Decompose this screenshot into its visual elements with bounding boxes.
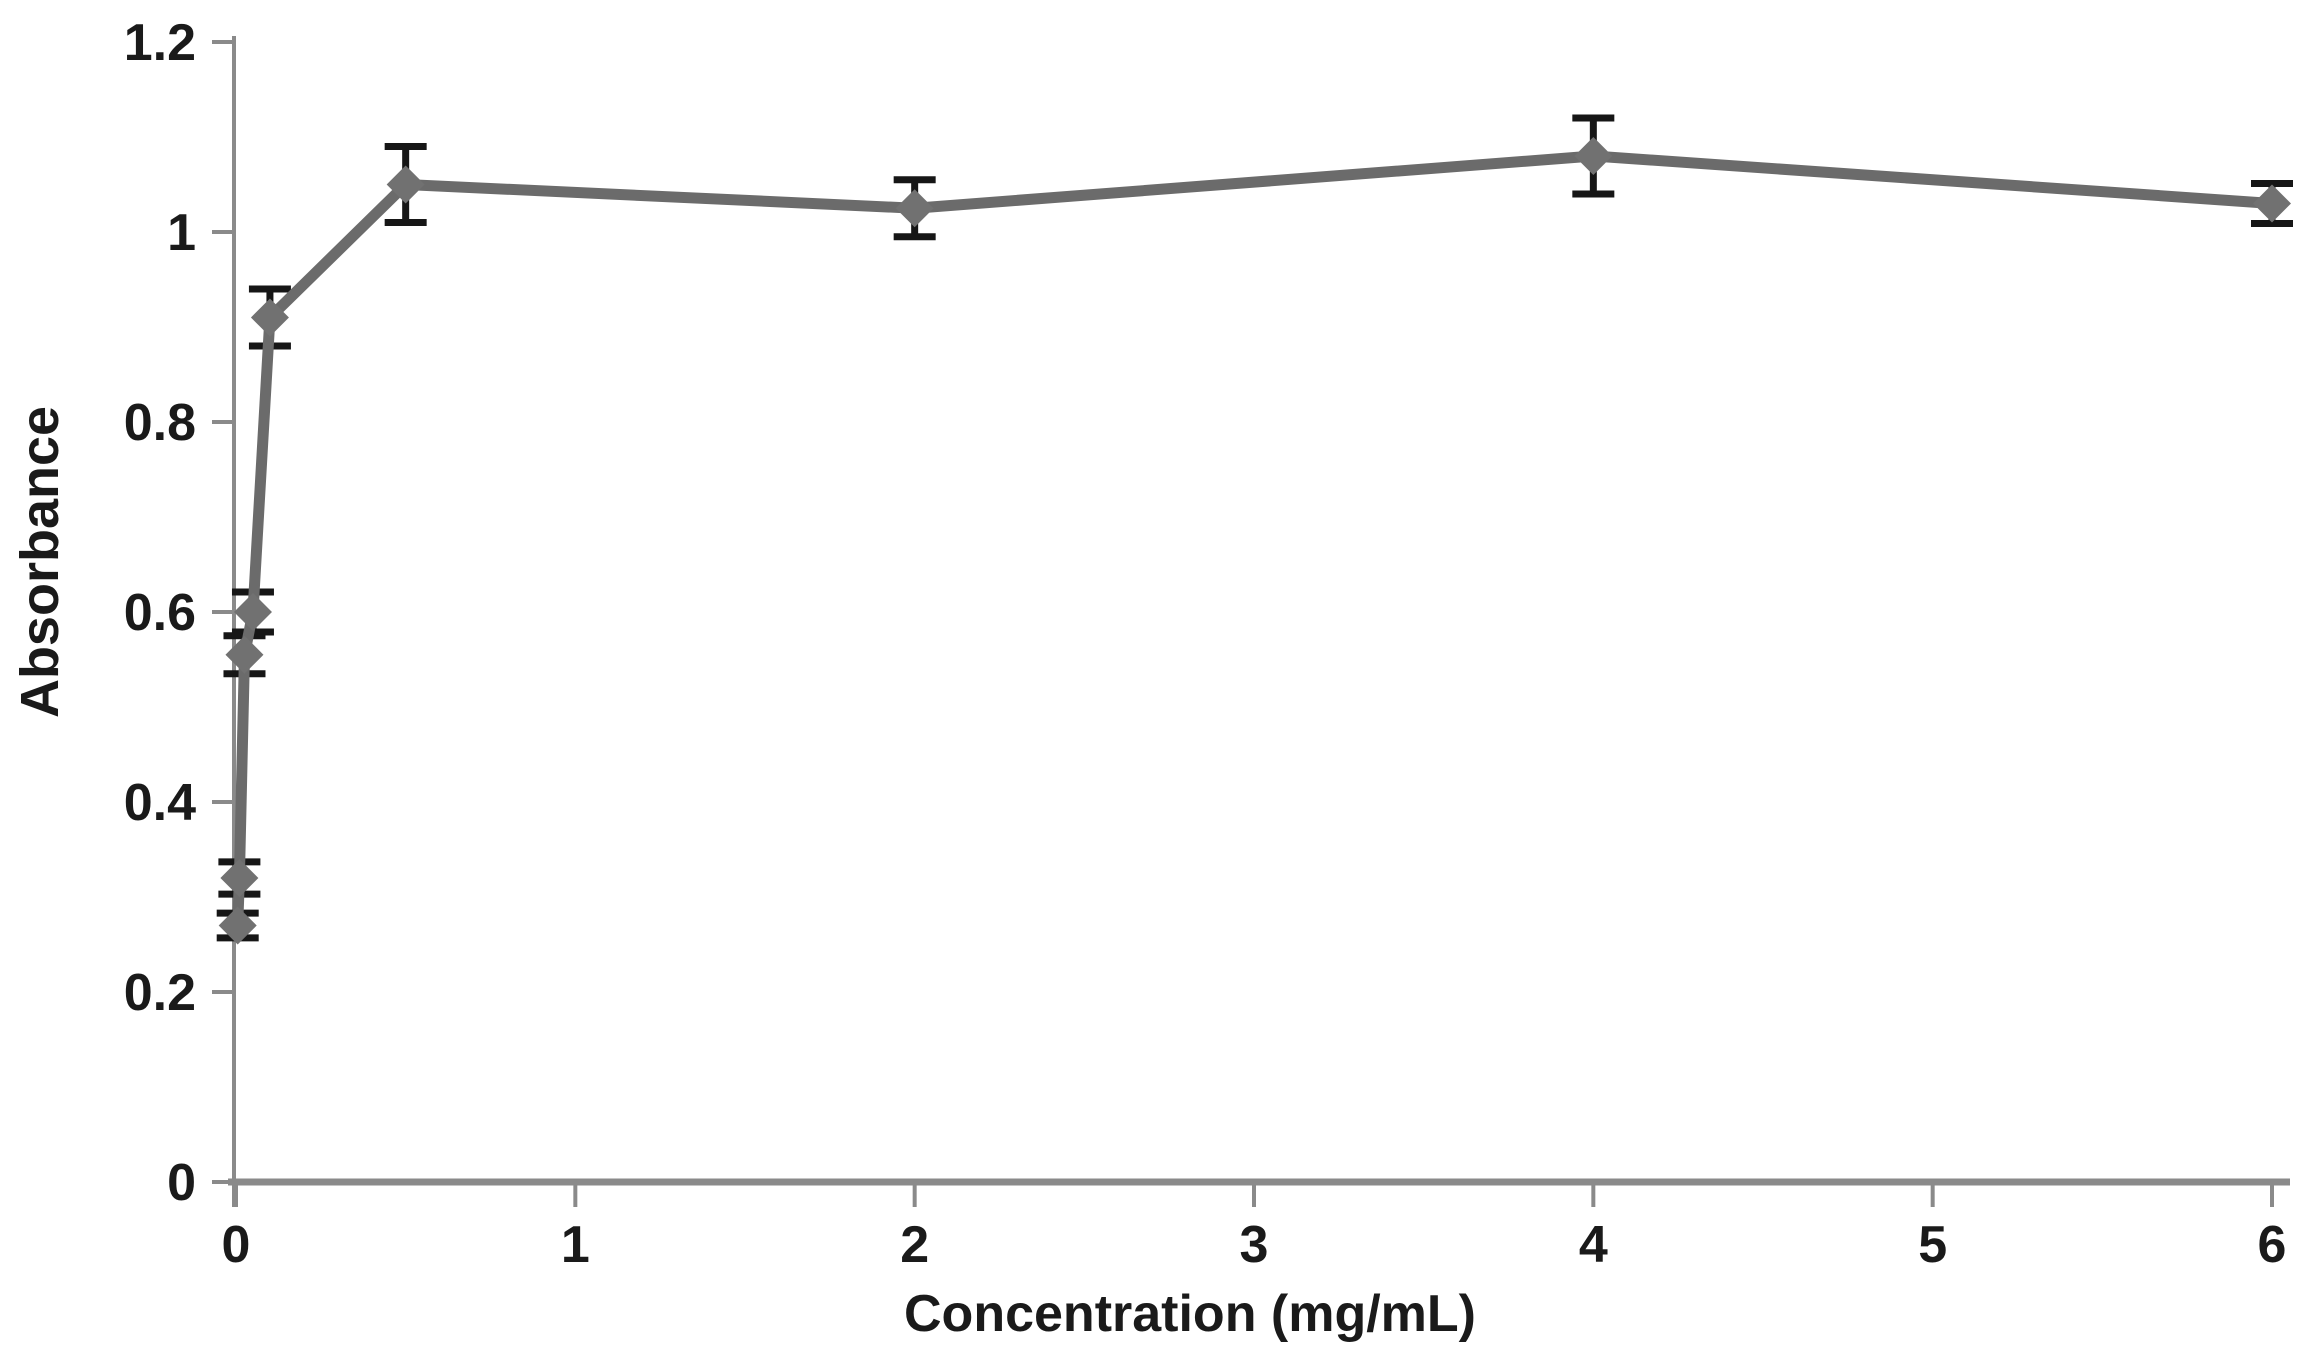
data-point-marker	[233, 593, 272, 631]
x-tick-label: 4	[1579, 1216, 1608, 1274]
y-axis-title: Absorbance	[10, 405, 70, 719]
x-tick-label: 0	[222, 1216, 251, 1274]
y-tick-label: 1	[167, 204, 196, 262]
x-tick-label: 6	[2258, 1216, 2287, 1274]
y-tick-label: 0.6	[124, 584, 196, 642]
data-point-marker	[895, 189, 934, 228]
y-tick-label: 0.2	[124, 964, 196, 1022]
data-point-marker	[386, 165, 425, 204]
x-tick-label: 5	[1918, 1216, 1947, 1274]
data-point-marker	[225, 635, 264, 674]
y-tick-label: 0	[167, 1154, 196, 1212]
x-tick-label: 1	[561, 1216, 590, 1274]
data-point-marker	[2253, 184, 2291, 223]
data-point-marker	[1574, 137, 1613, 175]
x-axis-title: Concentration (mg/mL)	[904, 1285, 1476, 1343]
series-line	[232, 150, 2278, 931]
data-point-marker	[218, 906, 257, 945]
y-tick-label: 1.2	[124, 14, 196, 72]
data-point-marker	[250, 298, 289, 337]
x-tick-label: 3	[1240, 1216, 1269, 1274]
y-tick-label: 0.4	[124, 774, 196, 832]
y-tick-label: 0.8	[124, 394, 196, 452]
data-point-marker	[220, 859, 259, 897]
x-tick-label: 2	[900, 1216, 929, 1274]
